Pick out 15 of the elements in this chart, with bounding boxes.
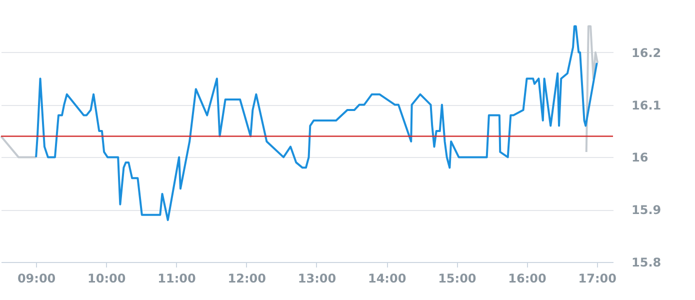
x-tick-label: 15:00	[438, 272, 476, 286]
y-tick-label: 15.9	[632, 203, 662, 218]
x-tick-label: 14:00	[368, 272, 406, 286]
x-tick-label: 17:00	[578, 272, 616, 286]
y-tick-label: 15.8	[632, 256, 662, 270]
x-tick-label: 11:00	[158, 272, 196, 286]
x-tick-label: 13:00	[298, 272, 336, 286]
y-tick-label: 16.1	[632, 98, 662, 112]
x-tick-label: 12:00	[228, 272, 266, 286]
x-tick-label: 09:00	[17, 272, 56, 286]
y-tick-label: 16	[632, 150, 648, 165]
line-series	[35, 25, 598, 222]
y-tick-label: 16.2	[632, 46, 662, 60]
x-tick-label: 10:00	[88, 272, 126, 286]
x-tick-label: 16:00	[508, 272, 546, 286]
